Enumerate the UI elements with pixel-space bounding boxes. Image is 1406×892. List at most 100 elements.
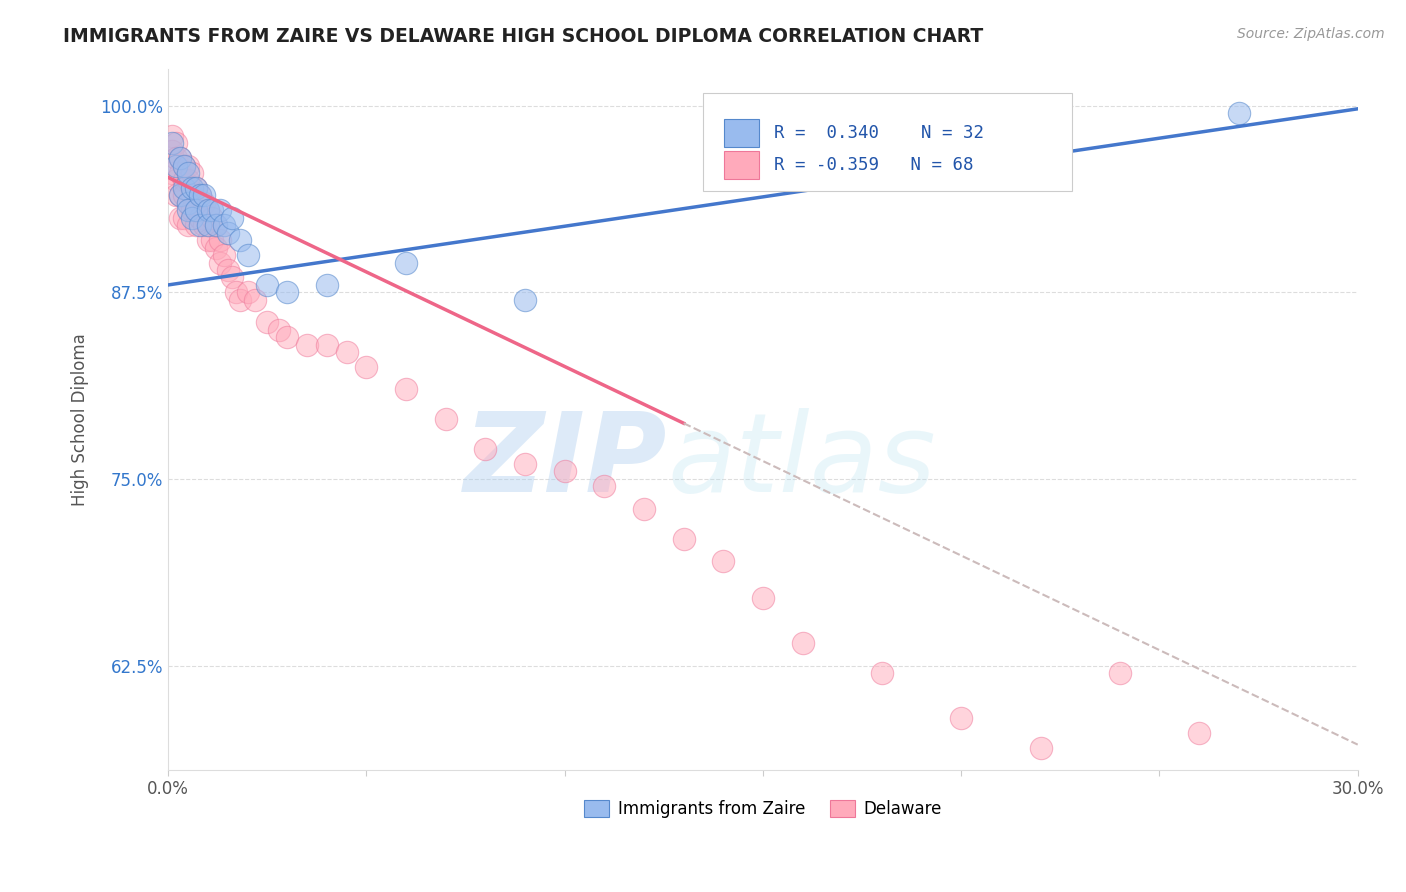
Point: [950, 711, 973, 725]
Point: [356, 359, 378, 374]
Point: [204, 219, 226, 233]
Point: [236, 285, 259, 300]
Point: [188, 188, 211, 202]
Point: [225, 285, 247, 300]
Point: [201, 211, 224, 225]
Point: [752, 591, 775, 606]
Point: [173, 181, 195, 195]
Text: R =  0.340    N = 32: R = 0.340 N = 32: [773, 124, 984, 142]
Point: [228, 293, 250, 307]
Point: [1188, 725, 1211, 739]
Point: [181, 188, 204, 202]
Point: [672, 532, 695, 546]
Point: [193, 219, 215, 233]
Point: [1108, 665, 1130, 680]
Point: [633, 501, 655, 516]
Point: [395, 255, 418, 269]
Point: [177, 195, 200, 210]
Point: [315, 337, 337, 351]
Point: [177, 195, 200, 210]
Point: [197, 219, 219, 233]
Point: [169, 151, 191, 165]
Point: [336, 345, 359, 359]
Point: [1227, 106, 1250, 120]
FancyBboxPatch shape: [703, 93, 1073, 191]
Point: [181, 211, 204, 225]
Point: [513, 457, 536, 471]
Point: [181, 181, 204, 195]
Point: [315, 277, 337, 292]
Point: [212, 219, 235, 233]
Point: [165, 173, 187, 187]
Point: [160, 128, 183, 143]
Point: [165, 188, 187, 202]
Point: [160, 136, 183, 150]
Point: [212, 248, 235, 262]
Point: [169, 188, 191, 202]
Point: [169, 151, 191, 165]
Point: [169, 188, 191, 202]
Point: [160, 144, 183, 158]
Point: [208, 233, 231, 247]
Point: [188, 188, 211, 202]
Point: [221, 211, 243, 225]
Text: R = -0.359   N = 68: R = -0.359 N = 68: [773, 156, 973, 174]
Point: [188, 211, 211, 225]
Point: [173, 173, 195, 187]
Point: [197, 203, 219, 218]
Point: [792, 636, 814, 650]
Point: [193, 195, 215, 210]
Point: [181, 203, 204, 218]
Legend: Immigrants from Zaire, Delaware: Immigrants from Zaire, Delaware: [578, 793, 948, 825]
Point: [184, 203, 207, 218]
Point: [474, 442, 496, 456]
Point: [201, 203, 224, 218]
Point: [711, 554, 734, 568]
Point: [217, 226, 239, 240]
Point: [208, 203, 231, 218]
Point: [165, 159, 187, 173]
Point: [173, 159, 195, 173]
Point: [554, 465, 576, 479]
Point: [181, 166, 204, 180]
Point: [276, 285, 298, 300]
Point: [177, 159, 200, 173]
Point: [228, 233, 250, 247]
Point: [204, 241, 226, 255]
Point: [269, 323, 291, 337]
Text: IMMIGRANTS FROM ZAIRE VS DELAWARE HIGH SCHOOL DIPLOMA CORRELATION CHART: IMMIGRANTS FROM ZAIRE VS DELAWARE HIGH S…: [63, 27, 984, 45]
Text: ZIP: ZIP: [464, 408, 668, 515]
Point: [169, 166, 191, 180]
Point: [1029, 740, 1052, 755]
Point: [217, 263, 239, 277]
Point: [173, 159, 195, 173]
Point: [197, 219, 219, 233]
Point: [197, 203, 219, 218]
Point: [169, 211, 191, 225]
Point: [184, 181, 207, 195]
Point: [245, 293, 267, 307]
Point: [256, 277, 278, 292]
Point: [177, 173, 200, 187]
Point: [173, 188, 195, 202]
Point: [208, 255, 231, 269]
Point: [395, 383, 418, 397]
Point: [295, 337, 318, 351]
Point: [870, 665, 893, 680]
Text: Source: ZipAtlas.com: Source: ZipAtlas.com: [1237, 27, 1385, 41]
Point: [184, 219, 207, 233]
Y-axis label: High School Diploma: High School Diploma: [72, 333, 89, 506]
Point: [193, 188, 215, 202]
Point: [434, 412, 457, 426]
Point: [188, 219, 211, 233]
Point: [173, 211, 195, 225]
Point: [177, 203, 200, 218]
Text: atlas: atlas: [668, 408, 936, 515]
Point: [184, 203, 207, 218]
FancyBboxPatch shape: [724, 119, 759, 147]
Point: [221, 270, 243, 285]
Point: [165, 136, 187, 150]
Point: [513, 293, 536, 307]
Point: [197, 233, 219, 247]
Point: [276, 330, 298, 344]
